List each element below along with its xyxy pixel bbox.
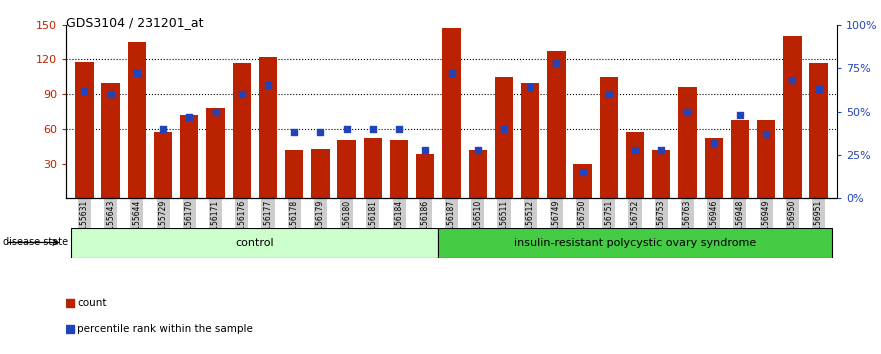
Point xyxy=(444,70,458,76)
Bar xyxy=(783,36,802,198)
Point xyxy=(759,131,774,137)
Point xyxy=(523,84,537,90)
Bar xyxy=(101,82,120,198)
Bar xyxy=(128,42,146,198)
Bar xyxy=(416,154,434,198)
Bar xyxy=(71,228,439,258)
Point xyxy=(602,91,616,97)
Bar xyxy=(574,164,592,198)
Bar xyxy=(311,149,329,198)
Point xyxy=(785,78,799,83)
Bar xyxy=(439,228,832,258)
Point xyxy=(63,300,78,306)
Text: percentile rank within the sample: percentile rank within the sample xyxy=(78,324,253,334)
Point xyxy=(418,147,433,153)
Point xyxy=(655,147,669,153)
Bar xyxy=(810,63,828,198)
Bar xyxy=(233,63,251,198)
Bar xyxy=(390,141,408,198)
Bar xyxy=(705,138,723,198)
Point xyxy=(392,126,406,132)
Point xyxy=(130,70,144,76)
Point xyxy=(575,170,589,175)
Point xyxy=(811,86,825,92)
Bar xyxy=(337,141,356,198)
Point xyxy=(628,147,642,153)
Point xyxy=(550,60,564,66)
Point xyxy=(707,140,721,145)
Bar xyxy=(442,28,461,198)
Bar xyxy=(180,115,198,198)
Point xyxy=(261,83,275,88)
Point xyxy=(339,126,353,132)
Text: count: count xyxy=(78,298,107,308)
Point xyxy=(182,114,196,120)
Bar xyxy=(730,120,749,198)
Bar xyxy=(652,150,670,198)
Bar xyxy=(206,108,225,198)
Text: insulin-resistant polycystic ovary syndrome: insulin-resistant polycystic ovary syndr… xyxy=(514,238,756,249)
Point xyxy=(104,91,118,97)
Point xyxy=(234,91,248,97)
Bar xyxy=(757,120,775,198)
Point xyxy=(209,109,223,114)
Bar xyxy=(495,77,513,198)
Point xyxy=(733,112,747,118)
Point xyxy=(78,88,92,93)
Bar xyxy=(285,150,303,198)
Bar xyxy=(154,132,173,198)
Bar xyxy=(521,82,539,198)
Text: GDS3104 / 231201_at: GDS3104 / 231201_at xyxy=(66,16,204,29)
Point xyxy=(63,326,78,332)
Point xyxy=(470,147,485,153)
Bar xyxy=(364,138,382,198)
Bar xyxy=(547,51,566,198)
Point xyxy=(680,109,694,114)
Bar xyxy=(259,57,278,198)
Point xyxy=(156,126,170,132)
Point xyxy=(366,126,380,132)
Point xyxy=(287,130,301,135)
Bar xyxy=(626,132,644,198)
Text: disease state: disease state xyxy=(3,238,68,247)
Point xyxy=(497,126,511,132)
Bar xyxy=(75,62,93,198)
Bar xyxy=(678,87,697,198)
Bar xyxy=(600,77,618,198)
Point xyxy=(314,130,328,135)
Bar xyxy=(469,150,487,198)
Text: control: control xyxy=(235,238,274,249)
